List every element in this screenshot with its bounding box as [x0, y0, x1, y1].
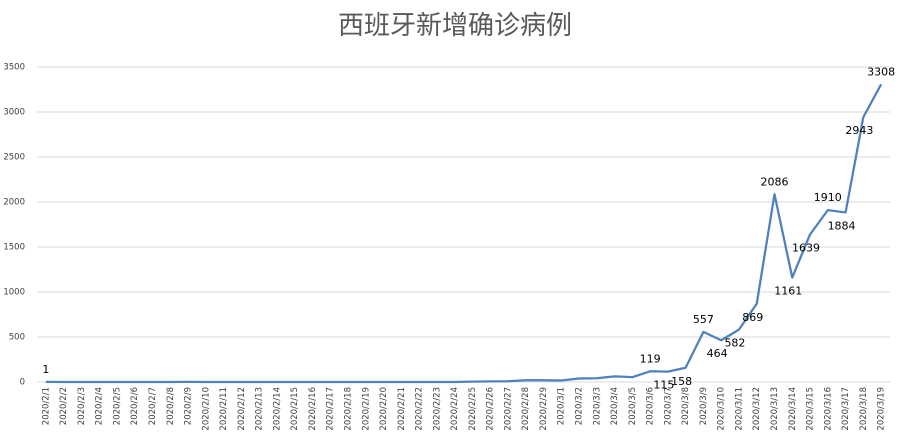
x-tick-label: 2020/2/20 — [379, 387, 389, 431]
y-tick-label: 2500 — [3, 153, 25, 163]
x-tick-label: 2020/3/7 — [663, 387, 673, 425]
x-tick-label: 2020/2/11 — [219, 387, 229, 431]
x-tick-label: 2020/2/7 — [148, 387, 158, 425]
x-tick-label: 2020/3/6 — [646, 387, 656, 425]
x-tick-label: 2020/2/6 — [130, 387, 140, 425]
data-label: 869 — [742, 311, 763, 324]
data-label: 115 — [653, 379, 674, 392]
data-label: 2943 — [845, 124, 873, 137]
x-tick-label: 2020/2/28 — [521, 387, 531, 431]
x-tick-label: 2020/3/5 — [628, 387, 638, 425]
x-tick-label: 2020/3/13 — [770, 387, 780, 431]
x-tick-label: 2020/2/22 — [415, 387, 425, 431]
x-tick-label: 2020/2/27 — [503, 387, 513, 431]
data-label: 557 — [693, 313, 714, 326]
data-label: 3308 — [867, 65, 895, 78]
x-tick-label: 2020/2/15 — [290, 387, 300, 431]
x-tick-label: 2020/3/19 — [877, 387, 887, 431]
x-tick-label: 2020/3/14 — [788, 387, 798, 431]
data-label: 1884 — [828, 219, 856, 232]
x-tick-label: 2020/2/25 — [468, 387, 478, 431]
y-tick-label: 0 — [20, 378, 25, 388]
data-label: 1 — [42, 363, 49, 376]
x-tick-label: 2020/2/26 — [486, 387, 496, 431]
x-tick-label: 2020/2/3 — [77, 387, 87, 425]
x-tick-label: 2020/3/17 — [841, 387, 851, 431]
x-tick-label: 2020/2/12 — [237, 387, 247, 431]
y-tick-label: 500 — [9, 333, 25, 343]
y-tick-label: 1000 — [3, 288, 25, 298]
data-label: 119 — [640, 352, 661, 365]
x-tick-label: 2020/2/14 — [272, 387, 282, 431]
data-label: 1639 — [792, 241, 820, 254]
x-tick-label: 2020/3/8 — [681, 387, 691, 425]
data-label: 464 — [707, 347, 728, 360]
data-label: 2086 — [760, 175, 788, 188]
x-tick-label: 2020/2/5 — [112, 387, 122, 425]
y-tick-label: 2000 — [3, 198, 25, 208]
x-tick-label: 2020/2/29 — [539, 387, 549, 431]
x-tick-label: 2020/3/1 — [557, 387, 567, 425]
x-tick-label: 2020/3/2 — [575, 387, 585, 425]
x-tick-label: 2020/2/17 — [326, 387, 336, 431]
x-tick-label: 2020/2/19 — [361, 387, 371, 431]
x-tick-label: 2020/2/21 — [397, 387, 407, 431]
x-tick-label: 2020/2/16 — [308, 387, 318, 431]
x-tick-label: 2020/2/23 — [432, 387, 442, 431]
x-tick-label: 2020/2/4 — [95, 387, 105, 425]
chart-title: 西班牙新增确诊病例 — [338, 11, 572, 41]
x-tick-label: 2020/3/16 — [823, 387, 833, 431]
x-tick-label: 2020/3/3 — [592, 387, 602, 425]
x-tick-label: 2020/3/9 — [699, 387, 709, 425]
x-tick-label: 2020/3/11 — [734, 387, 744, 431]
x-tick-label: 2020/2/13 — [255, 387, 265, 431]
x-tick-label: 2020/3/15 — [806, 387, 816, 431]
x-tick-label: 2020/2/18 — [343, 387, 353, 431]
x-tick-label: 2020/2/1 — [41, 387, 51, 425]
x-tick-label: 2020/2/24 — [450, 387, 460, 431]
x-tick-label: 2020/3/12 — [752, 387, 762, 431]
line-series — [45, 83, 883, 384]
x-tick-label: 2020/3/10 — [717, 387, 727, 431]
y-tick-label: 3000 — [3, 108, 25, 118]
data-label: 582 — [724, 337, 745, 350]
data-label: 1910 — [814, 191, 842, 204]
x-tick-label: 2020/2/2 — [59, 387, 69, 425]
x-tick-label: 2020/2/8 — [166, 387, 176, 425]
y-tick-label: 1500 — [3, 243, 25, 253]
data-label: 1161 — [774, 285, 802, 298]
y-tick-label: 3500 — [3, 63, 25, 73]
x-tick-label: 2020/2/9 — [184, 387, 194, 425]
x-tick-label: 2020/3/4 — [610, 387, 620, 425]
data-label: 158 — [671, 375, 692, 388]
x-tick-label: 2020/3/18 — [859, 387, 869, 431]
x-tick-label: 2020/2/10 — [201, 387, 211, 431]
